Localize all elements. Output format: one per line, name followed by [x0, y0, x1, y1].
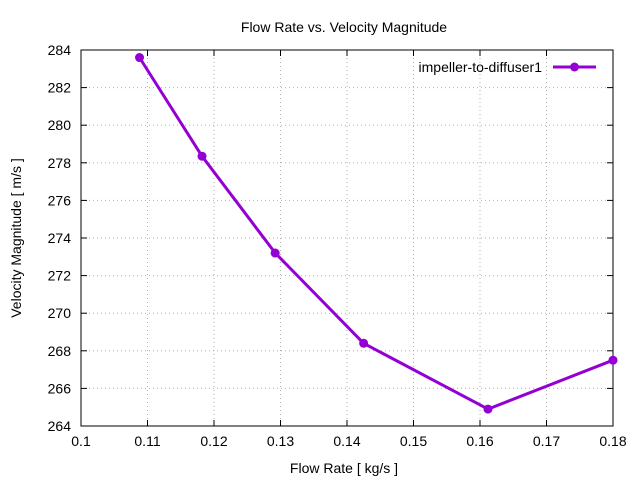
x-tick-label: 0.13 — [267, 433, 294, 449]
y-tick-label: 268 — [48, 343, 72, 359]
legend-label: impeller-to-diffuser1 — [419, 59, 543, 75]
y-tick-label: 270 — [48, 305, 72, 321]
x-tick-label: 0.18 — [599, 433, 626, 449]
series-line — [138, 56, 614, 411]
x-tick-label: 0.17 — [533, 433, 560, 449]
data-point — [270, 248, 280, 258]
series-layer — [135, 53, 618, 414]
data-point — [135, 53, 145, 63]
y-tick-label: 272 — [48, 268, 72, 284]
y-tick-label: 264 — [48, 418, 72, 434]
x-tick-label: 0.14 — [333, 433, 360, 449]
y-tick-label: 280 — [48, 117, 72, 133]
x-tick-label: 0.11 — [134, 433, 160, 449]
legend-marker — [570, 62, 579, 72]
x-tick-label: 0.15 — [400, 433, 427, 449]
y-tick-label: 276 — [48, 192, 72, 208]
y-tick-label: 274 — [48, 230, 72, 246]
x-tick-label: 0.1 — [71, 433, 91, 449]
data-point — [608, 355, 618, 365]
x-tick-label: 0.12 — [200, 433, 227, 449]
data-point — [197, 151, 207, 161]
y-tick-label: 282 — [48, 80, 72, 96]
x-tick-label: 0.16 — [466, 433, 493, 449]
axis-ticks: 0.1 0.11 0.12 0.13 0.14 0.15 0.16 0.17 0.18 264 26… — [48, 42, 627, 449]
data-point — [483, 404, 493, 414]
y-tick-label: 278 — [48, 155, 72, 171]
x-axis-label: Flow Rate [ kg/s ] — [290, 460, 398, 476]
legend: impeller-to-diffuser1 — [419, 59, 596, 75]
chart-title: Flow Rate vs. Velocity Magnitude — [241, 19, 447, 35]
grid — [81, 50, 613, 426]
y-tick-label: 266 — [48, 380, 72, 396]
y-axis-label: Velocity Magnitude [ m/s ] — [8, 158, 24, 318]
y-tick-label: 284 — [48, 42, 72, 58]
data-point — [359, 338, 369, 348]
